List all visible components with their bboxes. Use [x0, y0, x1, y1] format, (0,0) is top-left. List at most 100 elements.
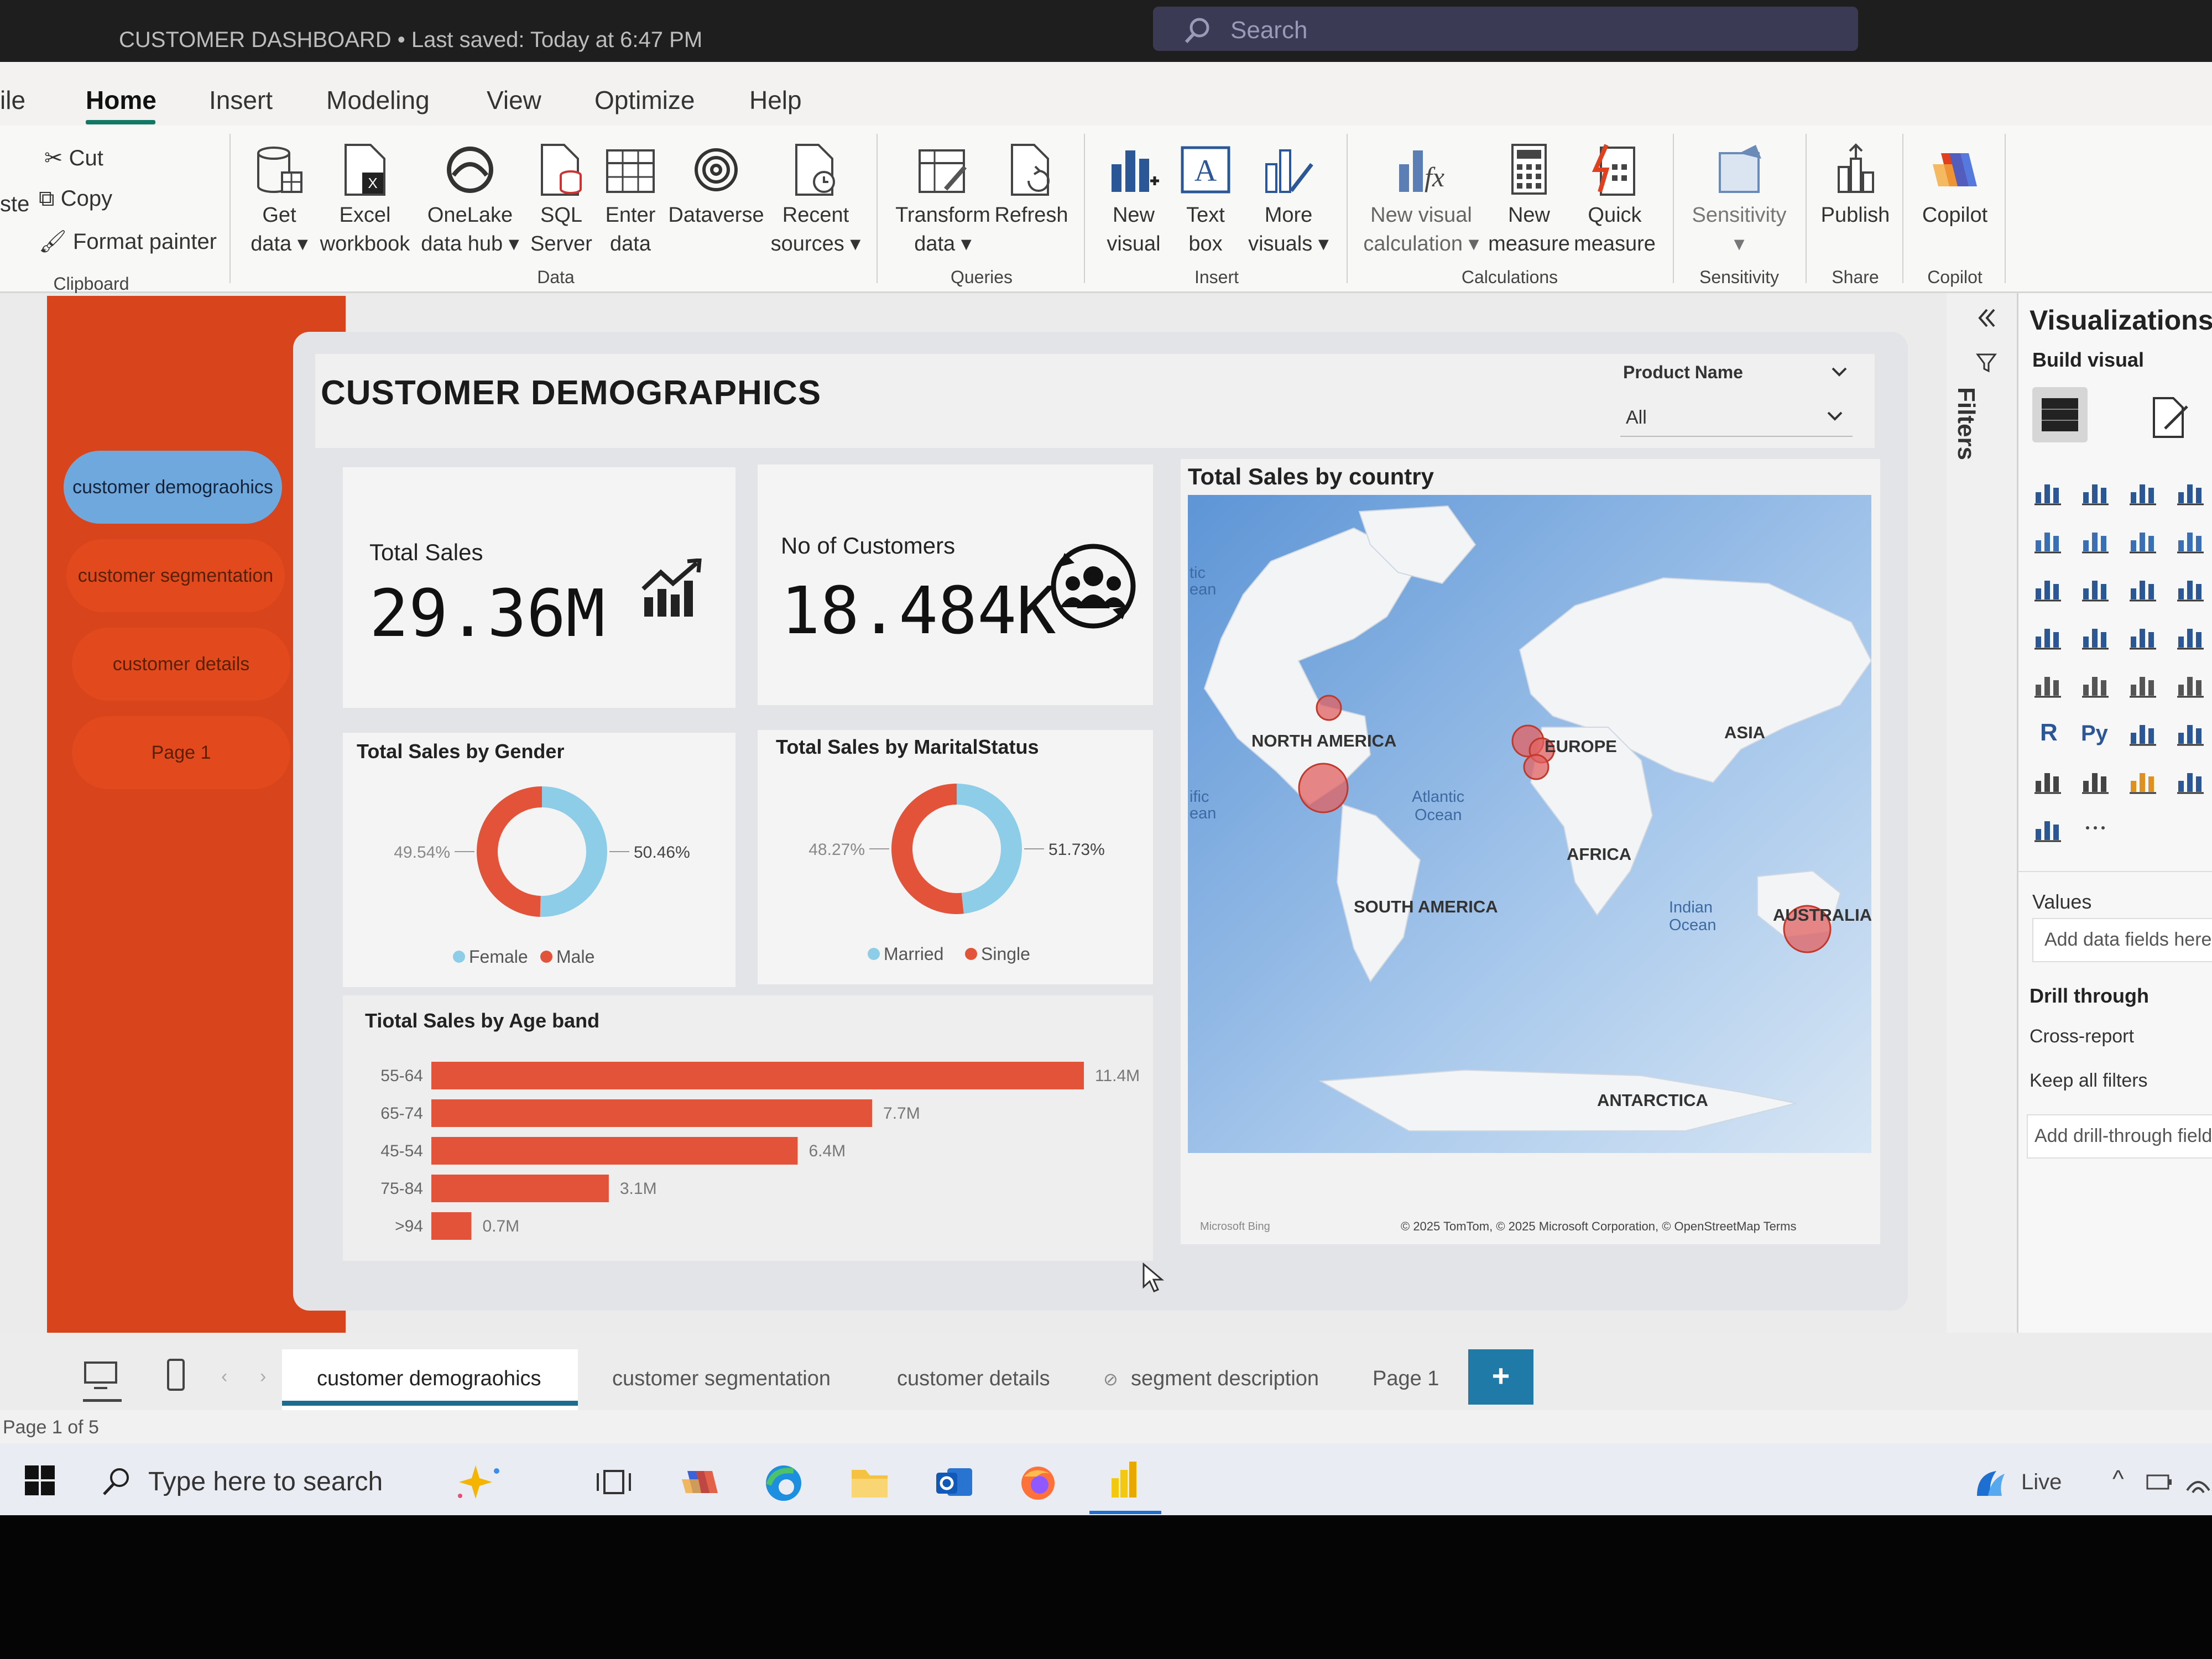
more-visuals-ellipsis-icon[interactable]	[2080, 812, 2111, 843]
gender-chart-panel[interactable]	[343, 733, 735, 987]
line-column-icon[interactable]	[2032, 572, 2063, 603]
transform-data-button[interactable]: Transform data ▾	[893, 142, 993, 258]
format-painter-button[interactable]: 🖌 Format painter	[39, 228, 217, 254]
paste-label[interactable]: ste	[0, 192, 30, 216]
dropdown-chevron-icon[interactable]	[1825, 409, 1845, 422]
page-tab-customer-details[interactable]: customer details	[897, 1367, 1050, 1390]
add-data-fields-well[interactable]: Add data fields here	[2032, 918, 2212, 962]
treemap-icon[interactable]	[2032, 620, 2063, 651]
windows-start-icon[interactable]	[25, 1465, 55, 1496]
text-box-button[interactable]: A Text box	[1170, 142, 1241, 258]
legend-item-single[interactable]: Single	[981, 944, 1030, 964]
refresh-button[interactable]: Refresh	[993, 142, 1070, 229]
menu-tab-help[interactable]: Help	[749, 86, 802, 114]
weather-live-icon[interactable]	[1971, 1463, 2010, 1501]
slicer-dropdown[interactable]: All	[1620, 398, 1853, 437]
page-tab-segment-description[interactable]: segment description	[1131, 1367, 1319, 1390]
map-credit[interactable]: © 2025 TomTom, © 2025 Microsoft Corporat…	[1401, 1219, 1797, 1233]
live-label[interactable]: Live	[2021, 1470, 2062, 1494]
copy-button[interactable]: ⧉ Copy	[39, 186, 112, 211]
build-visual-tab[interactable]	[2032, 387, 2088, 442]
title-search-box[interactable]: Search	[1153, 7, 1858, 51]
donut-slice-single[interactable]	[891, 784, 964, 914]
area-chart-icon[interactable]	[2080, 524, 2111, 555]
page-tab-customer-demographics[interactable]: customer demograohics	[317, 1367, 541, 1390]
globe-map-icon[interactable]	[2080, 620, 2111, 651]
filters-strip[interactable]: Filters	[1947, 293, 2018, 1333]
power-automate-icon[interactable]	[2175, 764, 2206, 795]
mobile-view-icon[interactable]	[165, 1358, 187, 1393]
stacked-area-icon[interactable]	[2127, 524, 2158, 555]
decomposition-tree-icon[interactable]	[2175, 716, 2206, 747]
page-tab-page-1[interactable]: Page 1	[1373, 1367, 1439, 1390]
age-band-bar[interactable]	[431, 1062, 1084, 1089]
python-visual-icon[interactable]: Py	[2080, 716, 2111, 747]
quick-measure-button[interactable]: Quick measure	[1573, 142, 1656, 258]
funnel-icon[interactable]	[2127, 572, 2158, 603]
waterfall-icon[interactable]	[2080, 572, 2111, 603]
sparkle-icon[interactable]	[453, 1463, 503, 1501]
new-visual-calculation-button[interactable]: fx New visual calculation ▾	[1358, 142, 1485, 258]
menu-tab-file[interactable]: ile	[0, 86, 26, 114]
onelake-data-hub-button[interactable]: OneLake data hub ▾	[415, 142, 525, 258]
chevron-down-icon[interactable]	[1829, 365, 1849, 378]
smart-narrative-icon[interactable]	[2032, 812, 2063, 843]
age-band-bar-chart[interactable]: 55-64 11.4M 65-74 7.7M 45-54 6.4M 75-84 3.1M >94…	[354, 1045, 1150, 1250]
scroll-left-icon[interactable]: ‹	[221, 1366, 228, 1387]
power-bi-icon[interactable]	[1109, 1459, 1139, 1500]
filters-label[interactable]: Filters	[1953, 387, 1980, 461]
power-apps-icon[interactable]	[2127, 764, 2158, 795]
keep-all-filters-toggle[interactable]: Keep all filters	[2030, 1070, 2148, 1091]
legend-item-married[interactable]: Married	[884, 944, 943, 964]
wifi-icon[interactable]	[2184, 1468, 2212, 1496]
nav-button-customer-details[interactable]: customer details	[72, 628, 290, 701]
copilot-taskbar-icon[interactable]	[679, 1463, 723, 1501]
edge-browser-icon[interactable]	[763, 1463, 805, 1504]
dataverse-button[interactable]: Dataverse	[664, 142, 769, 229]
trophy-icon[interactable]	[2032, 764, 2063, 795]
task-view-icon[interactable]	[594, 1465, 633, 1499]
desktop-view-icon[interactable]	[83, 1360, 118, 1391]
cut-button[interactable]: ✂ Cut	[44, 145, 103, 171]
nav-button-customer-segmentation[interactable]: customer segmentation	[66, 539, 285, 612]
add-page-button[interactable]: +	[1468, 1349, 1533, 1405]
drill-through-fields-well[interactable]: Add drill-through fields	[2027, 1114, 2212, 1159]
multi-row-card-icon[interactable]	[2080, 668, 2111, 699]
sensitivity-button[interactable]: Sensitivity ▾	[1684, 142, 1794, 258]
sales-bubbles[interactable]	[1298, 695, 1832, 953]
scroll-right-icon[interactable]: ›	[260, 1366, 267, 1387]
gender-donut-chart[interactable]: 50.46% 49.54% Female Male	[376, 774, 719, 973]
card-icon[interactable]	[2032, 668, 2063, 699]
age-band-bar[interactable]	[431, 1099, 873, 1127]
menu-tab-optimize[interactable]: Optimize	[594, 86, 695, 114]
shape-map-icon[interactable]	[2175, 620, 2206, 651]
recent-sources-button[interactable]: Recent sources ▾	[769, 142, 863, 258]
age-band-bar[interactable]	[431, 1175, 609, 1202]
donut-slice-married[interactable]	[957, 784, 1022, 914]
world-map[interactable]: NORTH AMERICA EUROPE ASIA AFRICA SOUTH A…	[1188, 495, 1871, 1153]
copilot-button[interactable]: Copilot	[1911, 142, 1999, 229]
r-visual-icon[interactable]: R	[2032, 716, 2063, 747]
slicer-icon[interactable]	[2175, 668, 2206, 699]
format-visual-icon[interactable]	[2148, 395, 2193, 440]
kpi-icon[interactable]	[2127, 668, 2158, 699]
more-visuals-button[interactable]: More visuals ▾	[1241, 142, 1335, 258]
menu-tab-home[interactable]: Home	[86, 86, 156, 114]
stacked-bar-icon[interactable]	[2032, 476, 2063, 507]
nav-button-customer-demographics[interactable]: customer demograohics	[64, 451, 282, 524]
marital-chart-panel[interactable]	[758, 730, 1153, 984]
new-measure-button[interactable]: New measure	[1485, 142, 1573, 258]
menu-tab-view[interactable]: View	[487, 86, 541, 114]
collapse-chevrons-icon[interactable]	[1973, 304, 2001, 332]
total-sales-card[interactable]	[343, 467, 735, 708]
paginated-report-icon[interactable]	[2080, 764, 2111, 795]
line-chart-icon[interactable]	[2032, 524, 2063, 555]
customers-card[interactable]	[758, 465, 1153, 705]
publish-button[interactable]: Publish	[1814, 142, 1897, 229]
file-explorer-icon[interactable]	[849, 1464, 890, 1500]
nav-button-page-1[interactable]: Page 1	[72, 716, 290, 789]
age-band-chart-panel[interactable]	[343, 995, 1153, 1261]
cross-report-toggle[interactable]: Cross-report	[2030, 1026, 2134, 1047]
donut-slice-male[interactable]	[476, 786, 542, 917]
filled-map-icon[interactable]	[2127, 620, 2158, 651]
